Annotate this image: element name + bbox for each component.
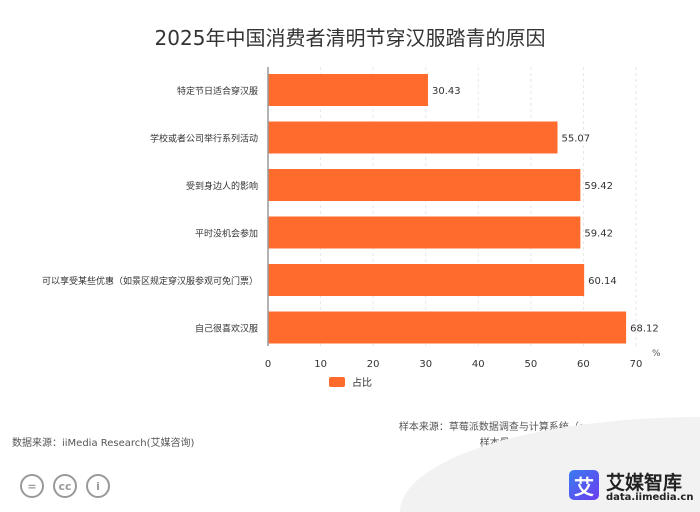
- bar: [268, 121, 558, 154]
- category-label: 平时没机会参加: [195, 228, 258, 240]
- bar-chart: 0 10 20 30 40 50 60 70% 30.43 特定节日适合穿汉服 55.07 学校或者公…: [42, 67, 661, 389]
- data-label: 60.14: [588, 276, 617, 287]
- data-label: 55.07: [562, 134, 591, 145]
- attribution-icon: i: [86, 474, 110, 498]
- logo-name: 艾媒智库: [606, 472, 683, 494]
- x-tick-label: 30: [419, 359, 432, 370]
- iimedia-logo-icon: 艾: [569, 470, 599, 500]
- data-label: 68.12: [630, 324, 659, 335]
- category-label: 特定节日适合穿汉服: [177, 85, 258, 97]
- x-tick-label: 70: [630, 359, 643, 370]
- bar: [268, 264, 585, 296]
- creative-commons-icon: cc: [53, 474, 77, 498]
- category-label: 自己很喜欢汉服: [195, 323, 258, 335]
- x-tick-label: 40: [472, 359, 485, 370]
- category-label: 学校或者公司举行系列活动: [150, 133, 258, 145]
- x-tick-label: 50: [524, 359, 537, 370]
- no-derivatives-icon: =: [20, 474, 44, 498]
- logo-url: data.iimedia.cn: [606, 492, 694, 503]
- data-source: 数据来源：iiMedia Research(艾媒咨询): [12, 438, 195, 449]
- data-label: 30.43: [432, 86, 461, 97]
- x-tick-label: 60: [577, 359, 590, 370]
- bar: [268, 74, 428, 106]
- data-label: 59.42: [584, 229, 613, 240]
- bar: [268, 311, 627, 344]
- x-tick-label: 20: [367, 359, 380, 370]
- category-label: 受到身边人的影响: [186, 180, 258, 192]
- chart-title: 2025年中国消费者清明节穿汉服踏青的原因: [154, 26, 546, 50]
- x-tick-label: 0: [265, 359, 271, 370]
- x-unit-label: %: [652, 349, 661, 359]
- x-tick-label: 10: [314, 359, 327, 370]
- bar: [268, 216, 581, 249]
- sample-source: 样本来源：草莓派数据调查与计算系统（survey.iimedia.cn）: [398, 422, 676, 433]
- bar: [268, 169, 581, 201]
- legend-swatch: [329, 377, 345, 387]
- legend-label: 占比: [352, 376, 372, 389]
- category-label: 可以享受某些优惠（如景区规定穿汉服参观可免门票）: [42, 275, 258, 287]
- data-label: 59.42: [584, 181, 613, 192]
